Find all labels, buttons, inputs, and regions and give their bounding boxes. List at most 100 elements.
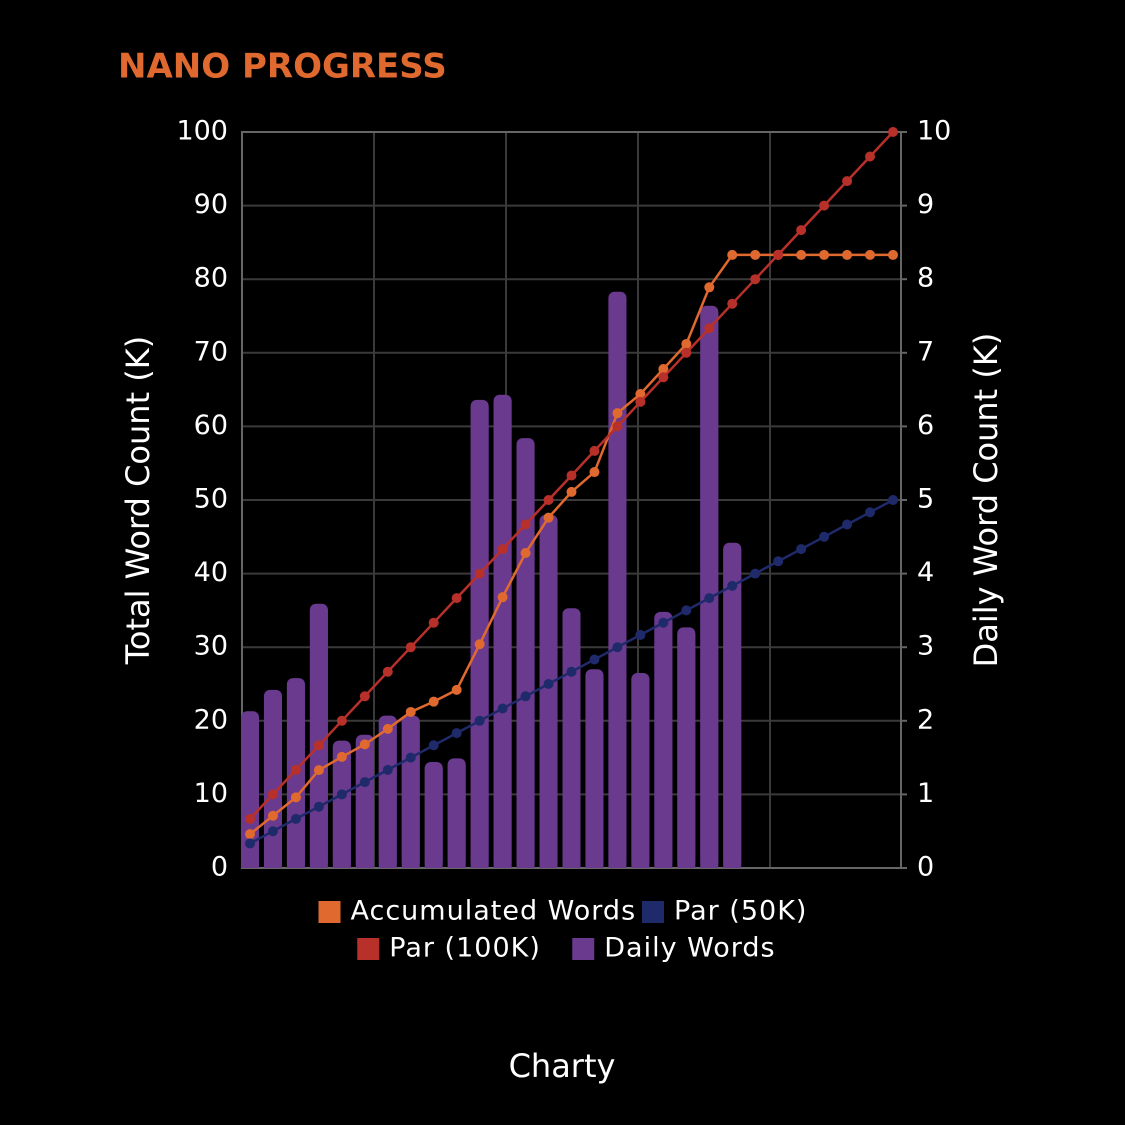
- point: [865, 151, 876, 162]
- point: [497, 592, 508, 603]
- point: [245, 813, 255, 824]
- y2-axis-title: Daily Word Count (K): [967, 333, 1005, 668]
- y2-tick-label: 10: [917, 116, 951, 147]
- point: [359, 691, 370, 702]
- y-tick-label: 80: [194, 263, 228, 294]
- y-tick-label: 70: [194, 336, 228, 367]
- point: [888, 249, 898, 260]
- point: [658, 363, 669, 374]
- y2-tick-label: 8: [917, 263, 934, 294]
- point: [267, 826, 278, 837]
- point: [681, 338, 692, 349]
- bar-base: [470, 405, 489, 868]
- point: [428, 696, 439, 707]
- chart-title: NANO PROGRESS: [118, 47, 447, 87]
- point: [842, 519, 853, 530]
- bar-base: [332, 746, 351, 868]
- point: [612, 408, 623, 419]
- point: [267, 789, 278, 800]
- point: [543, 679, 554, 689]
- legend-label: Accumulated Words: [351, 896, 637, 927]
- bar-base: [447, 764, 466, 868]
- legend-swatch: [572, 938, 595, 960]
- y2-tick-label: 3: [917, 631, 934, 662]
- y2-tick-label: 0: [917, 852, 934, 883]
- bar-base: [355, 740, 374, 868]
- point: [566, 666, 577, 677]
- y2-tick-label: 2: [917, 704, 934, 735]
- y2-tick-label: 7: [917, 336, 934, 367]
- point: [290, 764, 301, 775]
- y2-tick-label: 5: [917, 484, 934, 515]
- point: [290, 792, 301, 803]
- y-tick-label: 30: [194, 631, 228, 662]
- legend-label: Par (100K): [389, 933, 541, 964]
- bar-base: [700, 311, 719, 868]
- point: [313, 765, 324, 776]
- point: [704, 323, 715, 334]
- bar-base: [562, 614, 581, 868]
- point: [612, 642, 623, 653]
- legend-swatch: [357, 938, 380, 960]
- bar-base: [677, 633, 696, 868]
- bar-base: [654, 617, 673, 868]
- point: [497, 703, 508, 714]
- point: [704, 282, 715, 293]
- point: [589, 654, 600, 665]
- y2-tick-label: 6: [917, 410, 934, 441]
- y-tick-label: 50: [194, 484, 228, 515]
- point: [681, 347, 692, 358]
- point: [245, 838, 255, 849]
- point: [750, 568, 761, 579]
- point: [405, 752, 416, 763]
- bar-base: [516, 444, 535, 868]
- y-tick-label: 60: [194, 410, 228, 441]
- legend-label: Daily Words: [604, 933, 775, 964]
- point: [589, 467, 600, 478]
- point: [635, 629, 646, 640]
- point: [888, 495, 898, 505]
- point: [474, 568, 485, 579]
- point: [819, 249, 830, 260]
- point: [313, 801, 324, 812]
- point: [612, 421, 623, 432]
- legend-label: Par (50K): [674, 896, 807, 927]
- point: [865, 507, 876, 518]
- point: [543, 512, 554, 523]
- y2-tick-label: 4: [917, 557, 934, 588]
- point: [359, 777, 370, 788]
- point: [336, 789, 347, 800]
- y-tick-label: 40: [194, 557, 228, 588]
- point: [382, 666, 393, 677]
- bar-base: [401, 721, 420, 868]
- point: [428, 617, 439, 628]
- legend-swatch: [642, 901, 664, 923]
- point: [589, 445, 600, 456]
- point: [796, 249, 807, 260]
- bar-base: [378, 721, 397, 868]
- bar-base: [493, 400, 512, 868]
- point: [336, 715, 347, 726]
- x-axis-title: Charty: [509, 1047, 616, 1085]
- point: [727, 580, 738, 591]
- point: [474, 639, 485, 650]
- y-tick-label: 10: [194, 778, 228, 809]
- point: [520, 519, 531, 530]
- bar-base: [424, 768, 443, 868]
- y-tick-label: 100: [176, 116, 228, 147]
- point: [635, 389, 646, 400]
- bar-base: [723, 548, 742, 868]
- y-tick-label: 20: [194, 704, 228, 735]
- point: [865, 249, 876, 260]
- point: [451, 684, 462, 695]
- point: [727, 298, 738, 309]
- y-tick-label: 0: [211, 852, 228, 883]
- point: [336, 751, 347, 762]
- bar-base: [608, 297, 627, 868]
- y2-tick-label: 9: [917, 189, 934, 220]
- point: [382, 723, 393, 734]
- bar-base: [631, 678, 650, 868]
- point: [773, 556, 784, 567]
- legend-swatch: [318, 901, 341, 923]
